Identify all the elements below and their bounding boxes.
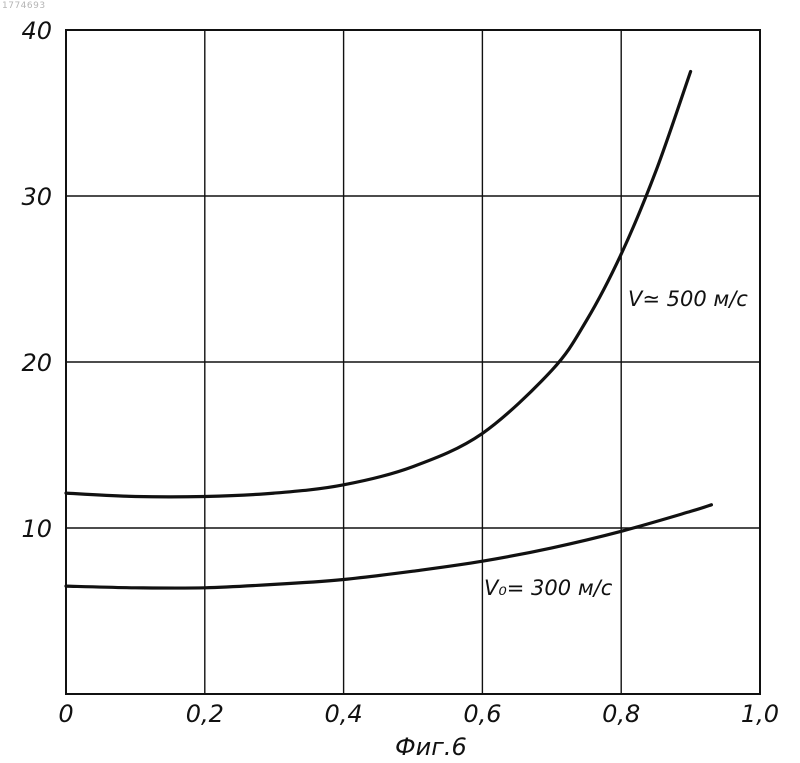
x-tick-label: 0,2 [186,700,224,728]
series-line-300 [66,505,711,588]
x-tick-label: 1,0 [741,700,779,728]
series [66,72,711,589]
x-tick-label: 0 [58,700,73,728]
series-label-300: V₀= 300 м/с [484,576,613,600]
series-label-500: V≃ 500 м/с [628,287,748,311]
y-tick-label: 20 [21,349,52,377]
tick-labels: 0 0,2 0,4 0,6 0,8 1,0 10 20 30 40 [21,17,779,728]
y-tick-label: 40 [21,17,52,45]
y-tick-label: 30 [21,183,52,211]
y-tick-label: 10 [21,515,52,543]
x-tick-label: 0,6 [463,700,501,728]
series-line-500 [66,72,691,497]
grid [66,30,760,694]
x-tick-label: 0,4 [325,700,363,728]
x-tick-label: 0,8 [602,700,640,728]
figure-caption: Фиг.6 [395,733,467,761]
